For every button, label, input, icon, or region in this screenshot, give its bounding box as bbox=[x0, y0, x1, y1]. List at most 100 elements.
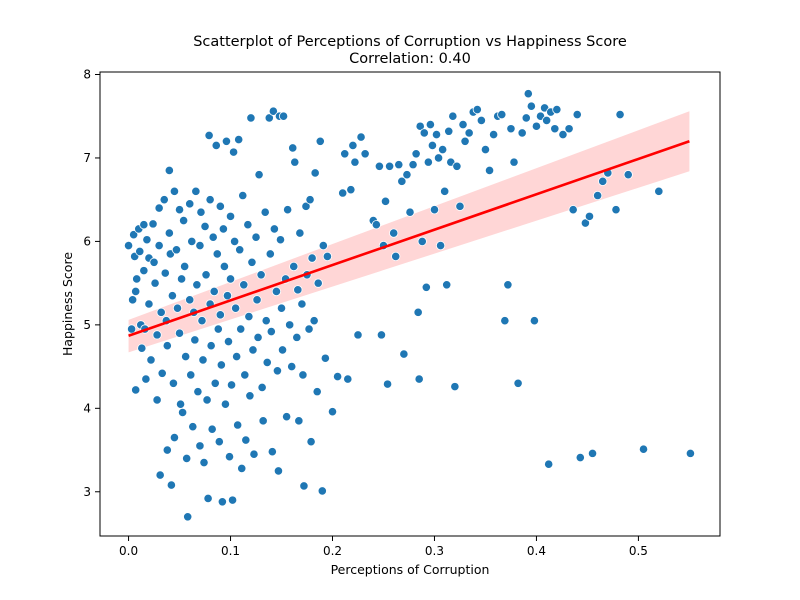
scatter-point bbox=[240, 370, 250, 380]
scatter-point bbox=[425, 119, 435, 130]
scatter-point bbox=[503, 280, 513, 290]
scatter-point bbox=[206, 341, 216, 351]
scatter-point bbox=[234, 134, 244, 145]
scatter-point bbox=[128, 295, 138, 305]
scatter-point bbox=[135, 246, 145, 257]
scatter-point bbox=[144, 299, 154, 309]
scatter-point bbox=[197, 316, 207, 326]
scatter-point bbox=[587, 448, 598, 458]
scatter-point bbox=[225, 211, 236, 221]
scatter-point bbox=[166, 480, 176, 490]
scatter-point bbox=[212, 249, 222, 259]
scatter-point bbox=[433, 153, 444, 163]
confidence-band bbox=[128, 111, 690, 353]
scatter-point bbox=[338, 188, 348, 198]
scatter-point bbox=[405, 207, 415, 217]
scatter-point bbox=[211, 140, 221, 151]
scatter-point bbox=[168, 378, 179, 388]
scatter-point bbox=[131, 385, 141, 395]
scatter-point bbox=[213, 324, 223, 334]
scatter-point bbox=[287, 361, 297, 372]
scatter-point bbox=[452, 161, 462, 171]
scatter-point bbox=[611, 205, 621, 215]
scatter-point bbox=[389, 228, 399, 238]
scatter-point bbox=[500, 316, 510, 326]
scatter-point bbox=[192, 280, 202, 290]
scatter-point bbox=[318, 240, 328, 251]
scatter-point bbox=[391, 251, 401, 262]
scatter-point bbox=[190, 335, 200, 345]
scatter-point bbox=[593, 190, 603, 201]
scatter-point bbox=[572, 109, 582, 120]
scatter-point bbox=[290, 157, 300, 167]
y-tick-label: 6 bbox=[83, 234, 91, 248]
scatter-point bbox=[271, 286, 282, 297]
scatter-point bbox=[218, 224, 228, 234]
scatter-point bbox=[150, 278, 160, 288]
scatter-point bbox=[164, 165, 174, 176]
scatter-point bbox=[348, 140, 358, 151]
scatter-point bbox=[266, 326, 276, 337]
scatter-point bbox=[623, 170, 633, 180]
scatter-point bbox=[552, 104, 562, 115]
scatter-point bbox=[397, 176, 407, 186]
scatter-point bbox=[246, 113, 256, 123]
scatter-point bbox=[237, 463, 247, 474]
scatter-point bbox=[506, 124, 516, 134]
scatter-point bbox=[293, 285, 303, 295]
scatter-point bbox=[203, 493, 213, 504]
x-tick-label: 0.1 bbox=[221, 544, 240, 558]
scatter-point bbox=[415, 121, 425, 131]
scatter-point bbox=[176, 274, 187, 284]
scatter-point bbox=[185, 199, 195, 209]
scatter-point bbox=[306, 437, 316, 447]
scatter-point bbox=[638, 444, 649, 454]
scatter-point bbox=[129, 230, 139, 240]
scatter-point bbox=[513, 378, 523, 388]
scatter-point bbox=[444, 126, 454, 136]
scatter-point bbox=[182, 453, 192, 463]
scatter-point bbox=[350, 157, 360, 167]
chart-title: Scatterplot of Perceptions of Corruption… bbox=[193, 34, 627, 50]
scatter-point bbox=[448, 111, 458, 121]
scatter-point bbox=[193, 387, 203, 397]
x-tick-label: 0.0 bbox=[119, 544, 138, 558]
regression-line bbox=[128, 140, 690, 337]
scatter-point bbox=[148, 219, 158, 229]
scatter-point bbox=[262, 357, 272, 368]
y-tick-label: 4 bbox=[83, 401, 91, 415]
scatter-point bbox=[315, 136, 325, 146]
x-tick-label: 0.2 bbox=[323, 544, 342, 558]
confidence-band-layer bbox=[128, 111, 690, 353]
scatter-point bbox=[219, 261, 230, 272]
scatter-point bbox=[550, 124, 560, 134]
scatter-point bbox=[382, 379, 393, 389]
y-axis-label: Happiness Score bbox=[60, 252, 75, 356]
scatter-point bbox=[157, 368, 167, 378]
scatter-point bbox=[489, 129, 499, 140]
scatter-point bbox=[132, 274, 142, 284]
scatter-point bbox=[215, 201, 225, 211]
scatter-point bbox=[423, 157, 433, 167]
scatter-point bbox=[258, 416, 268, 426]
y-tick-label: 8 bbox=[83, 68, 91, 82]
scatter-point bbox=[419, 128, 429, 138]
scatter-point bbox=[174, 328, 185, 338]
scatter-point bbox=[257, 382, 267, 393]
scatter-point bbox=[580, 218, 590, 228]
scatter-point bbox=[305, 195, 315, 205]
scatter-point bbox=[226, 380, 237, 390]
scatter-point bbox=[497, 109, 507, 120]
scatter-point bbox=[154, 203, 164, 213]
scatter-point bbox=[152, 330, 162, 340]
scatter-point bbox=[442, 280, 452, 290]
scatter-point bbox=[205, 195, 215, 205]
scatter-point bbox=[283, 205, 293, 215]
chart-subtitle: Correlation: 0.40 bbox=[349, 51, 471, 67]
scatter-point bbox=[320, 353, 330, 363]
scatter-point bbox=[295, 228, 305, 238]
scatter-point bbox=[408, 160, 418, 170]
scatter-point bbox=[272, 366, 283, 376]
scatter-point bbox=[297, 299, 307, 309]
